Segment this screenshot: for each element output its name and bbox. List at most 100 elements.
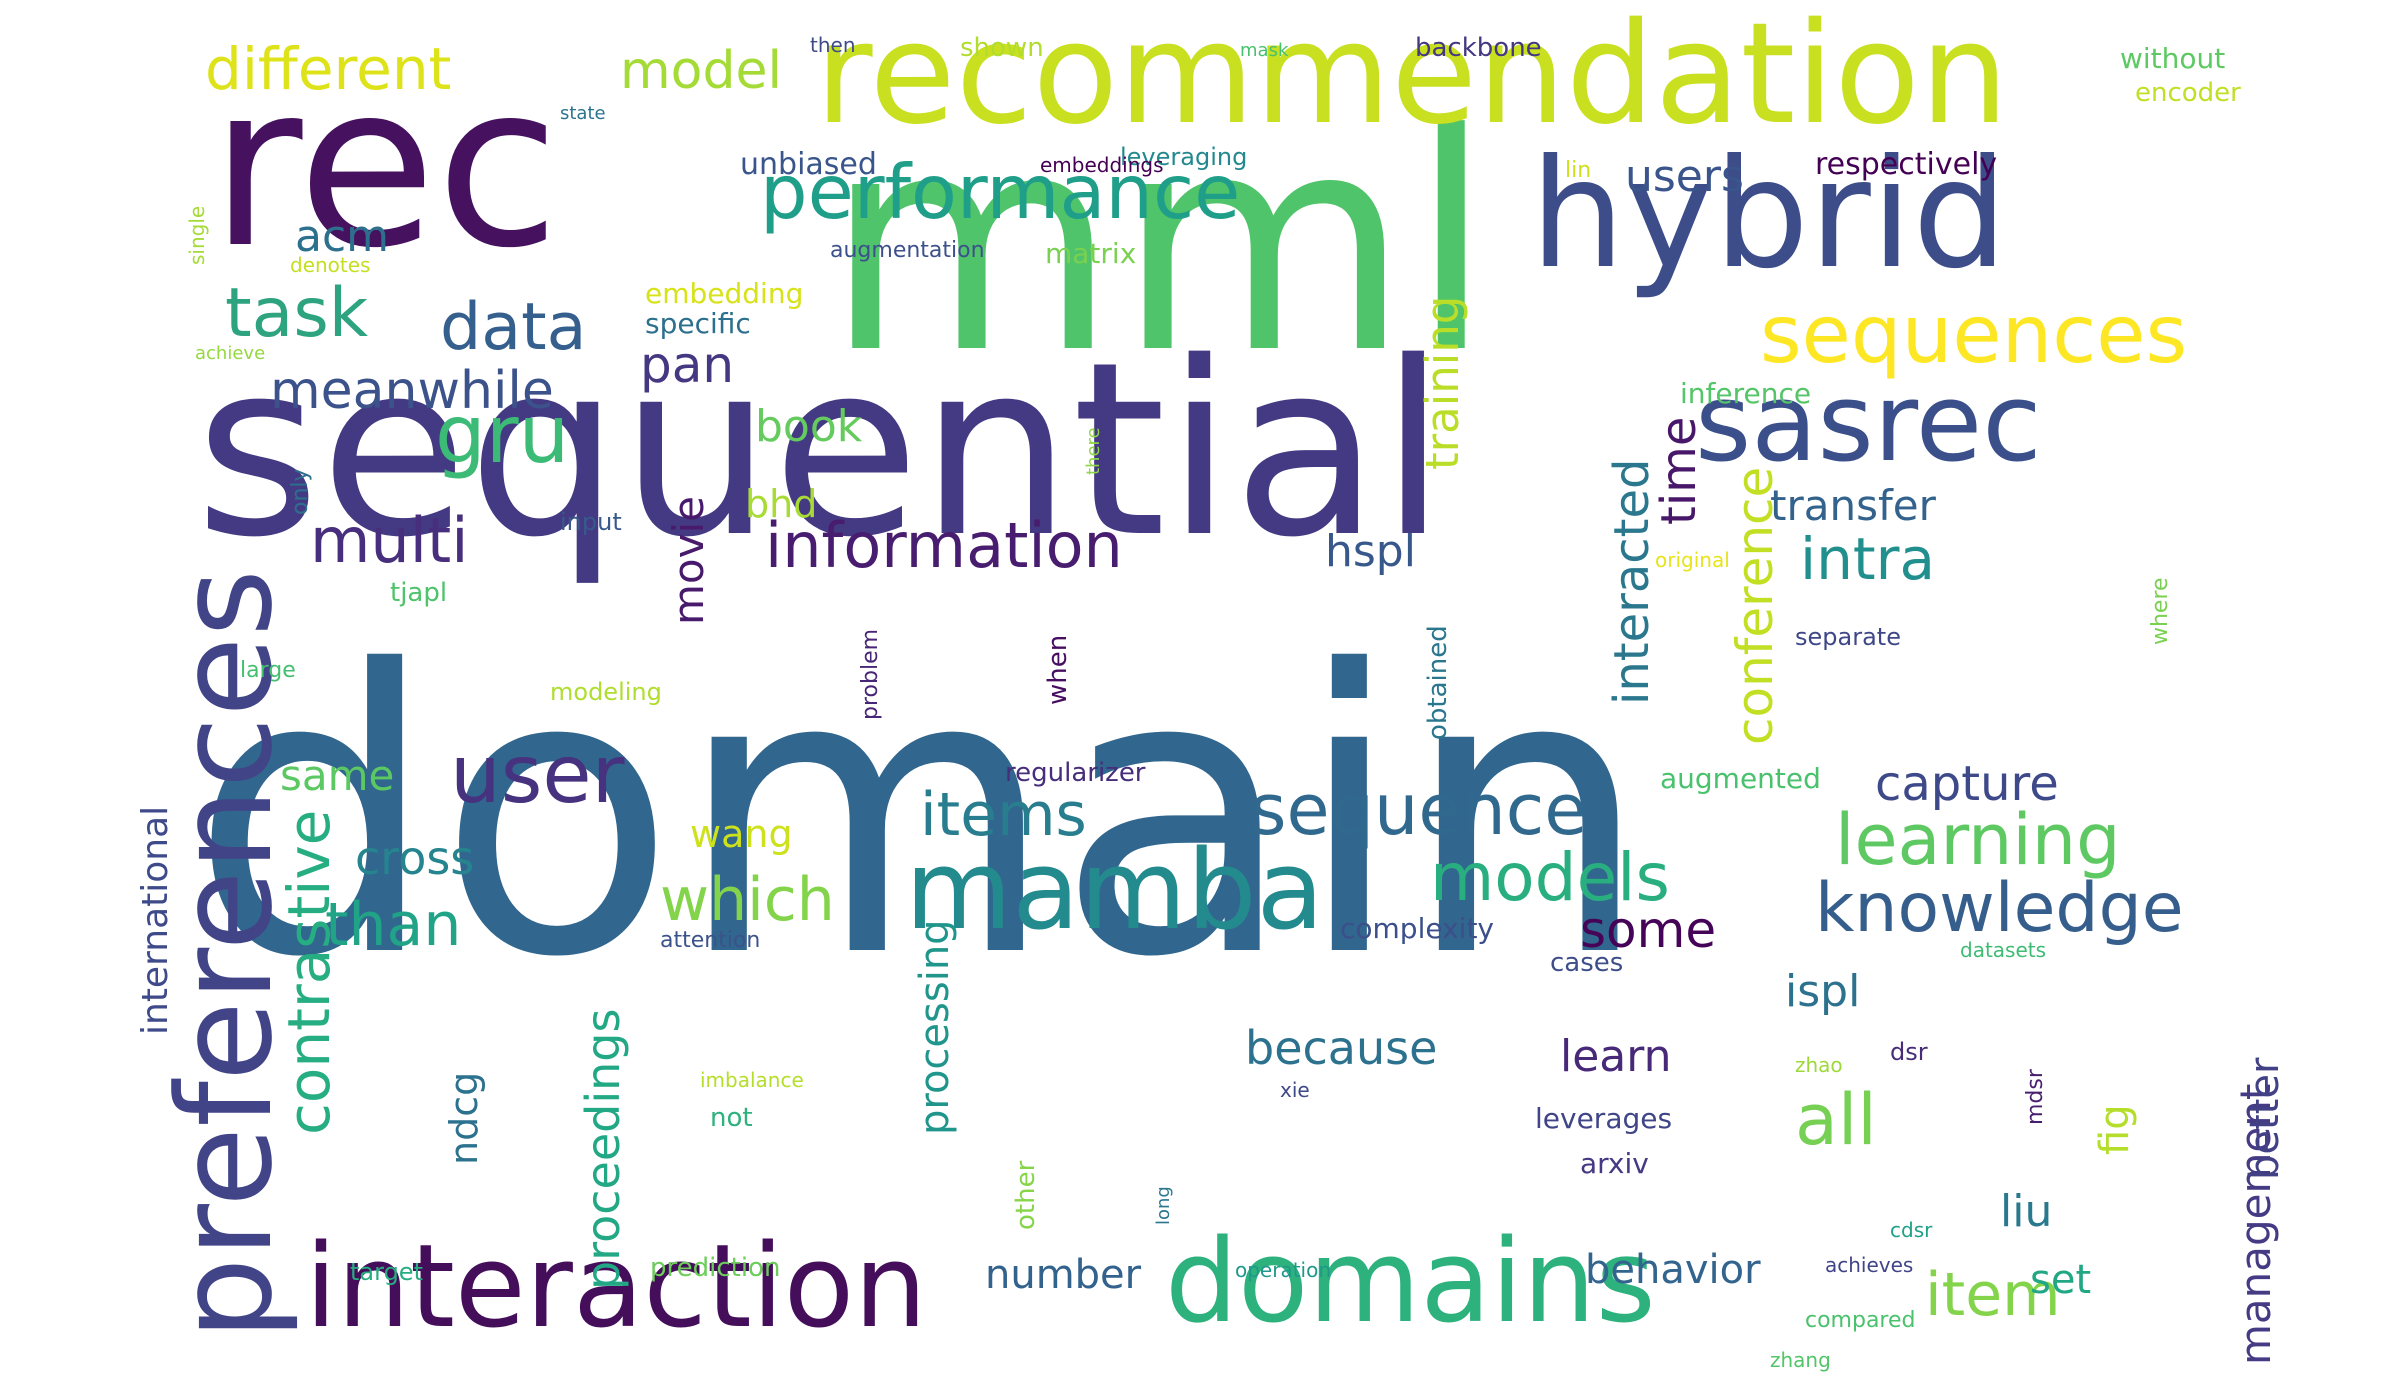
cloud-word: separate <box>1795 623 1901 651</box>
cloud-word: there <box>1083 427 1104 475</box>
cloud-word: training <box>1416 295 1469 470</box>
cloud-word: inference <box>1680 377 1812 410</box>
cloud-word: acm <box>295 211 390 262</box>
cloud-word: other <box>1011 1160 1041 1230</box>
cloud-word: time <box>1651 416 1707 525</box>
cloud-word: lin <box>1565 158 1592 183</box>
cloud-word: proceedings <box>576 1008 630 1290</box>
cloud-word: interacted <box>1604 458 1660 705</box>
cloud-word: rec <box>210 36 560 298</box>
cloud-word: not <box>710 1103 753 1133</box>
cloud-word: same <box>280 751 395 800</box>
cloud-word: data <box>440 290 587 365</box>
cloud-word: complexity <box>1340 912 1494 945</box>
cloud-word: knowledge <box>1815 869 2184 948</box>
cloud-word: encoder <box>2135 78 2241 108</box>
cloud-word: meanwhile <box>270 361 554 421</box>
cloud-word: set <box>2030 1257 2092 1303</box>
cloud-word: shown <box>960 33 1044 63</box>
cloud-word: which <box>660 865 835 935</box>
cloud-word: large <box>240 658 296 683</box>
cloud-word: multi <box>310 504 469 577</box>
cloud-word: cdsr <box>1890 1218 1933 1242</box>
cloud-word: zhao <box>1795 1053 1843 1077</box>
cloud-word: tjapl <box>390 578 448 608</box>
cloud-word: international <box>135 805 176 1035</box>
cloud-word: augmentation <box>830 238 985 263</box>
cloud-word: learn <box>1560 1031 1672 1082</box>
cloud-word: embedding <box>645 277 804 310</box>
cloud-word: leveraging <box>1120 143 1248 171</box>
cloud-word: problem <box>858 628 883 720</box>
cloud-word: liu <box>2000 1186 2053 1237</box>
cloud-word: respectively <box>1815 147 1998 182</box>
cloud-word: some <box>1580 901 1717 959</box>
cloud-word: mdsr <box>2023 1069 2048 1125</box>
cloud-word: original <box>1655 548 1730 572</box>
cloud-word: ispl <box>1785 966 1861 1017</box>
cloud-word: gru <box>435 388 570 481</box>
cloud-word: denotes <box>290 253 371 277</box>
cloud-word: behavior <box>1585 1247 1761 1293</box>
cloud-word: modeling <box>550 678 662 706</box>
cloud-word: than <box>325 890 462 960</box>
cloud-word: augmented <box>1660 762 1821 795</box>
cloud-word: prediction <box>650 1253 781 1283</box>
cloud-word: items <box>920 780 1087 850</box>
cloud-word: datasets <box>1960 938 2047 962</box>
cloud-word: fig <box>2092 1104 2138 1155</box>
cloud-word: regularizer <box>1005 758 1146 788</box>
cloud-word: domains <box>1165 1215 1656 1349</box>
cloud-word: single <box>185 205 209 265</box>
cloud-word: achieve <box>195 343 266 364</box>
cloud-word: transfer <box>1770 481 1936 530</box>
cloud-word: unbiased <box>740 147 877 182</box>
cloud-word: state <box>560 103 606 124</box>
cloud-word: users <box>1625 151 1744 202</box>
cloud-word: number <box>985 1252 1142 1298</box>
cloud-word: interaction <box>305 1220 927 1354</box>
cloud-word: specific <box>645 307 751 340</box>
cloud-word: target <box>350 1258 423 1286</box>
cloud-word: all <box>1795 1079 1877 1161</box>
cloud-word: different <box>205 35 452 103</box>
cloud-word: only <box>288 468 313 515</box>
cloud-word: hybrid <box>1530 128 2008 302</box>
cloud-word: sequential <box>195 310 1447 590</box>
cloud-word: performance <box>760 148 1241 236</box>
cloud-word: zhang <box>1770 1348 1831 1372</box>
cloud-word: contrastive <box>275 809 343 1135</box>
cloud-word: mask <box>1240 40 1289 61</box>
cloud-word: learning <box>1835 799 2121 881</box>
cloud-word: backbone <box>1415 33 1542 63</box>
cloud-word: intra <box>1800 525 1936 593</box>
cloud-word: compared <box>1805 1308 1916 1333</box>
cloud-word: sequences <box>1760 288 2188 381</box>
cloud-word: without <box>2120 42 2226 75</box>
cloud-word: user <box>450 728 625 821</box>
cloud-word: matrix <box>1045 237 1137 270</box>
cloud-word: recommendation <box>815 0 2009 156</box>
cloud-word: dsr <box>1890 1038 1928 1066</box>
cloud-word: input <box>560 508 622 536</box>
cloud-word: embeddings <box>1040 153 1164 177</box>
cloud-word: attention <box>660 928 761 953</box>
cloud-word: bhd <box>745 482 818 526</box>
cloud-word: obtained <box>1423 625 1453 740</box>
cloud-word: because <box>1245 1021 1438 1075</box>
cloud-word: ndcg <box>442 1071 486 1165</box>
cloud-word: pan <box>640 336 735 394</box>
cloud-word: model <box>620 41 782 101</box>
cloud-word: then <box>810 33 856 57</box>
cloud-word: long <box>1153 1186 1174 1225</box>
cloud-word: capture <box>1875 756 2059 812</box>
cloud-word: operation <box>1235 1258 1332 1282</box>
cloud-word: preferences <box>149 569 301 1340</box>
cloud-word: mml <box>825 70 1493 419</box>
cloud-word: movie <box>664 496 713 625</box>
cloud-word: better <box>2242 1057 2288 1180</box>
cloud-word: imbalance <box>700 1068 804 1092</box>
cloud-word: wang <box>690 812 793 856</box>
cloud-word: domain <box>190 588 1651 1042</box>
